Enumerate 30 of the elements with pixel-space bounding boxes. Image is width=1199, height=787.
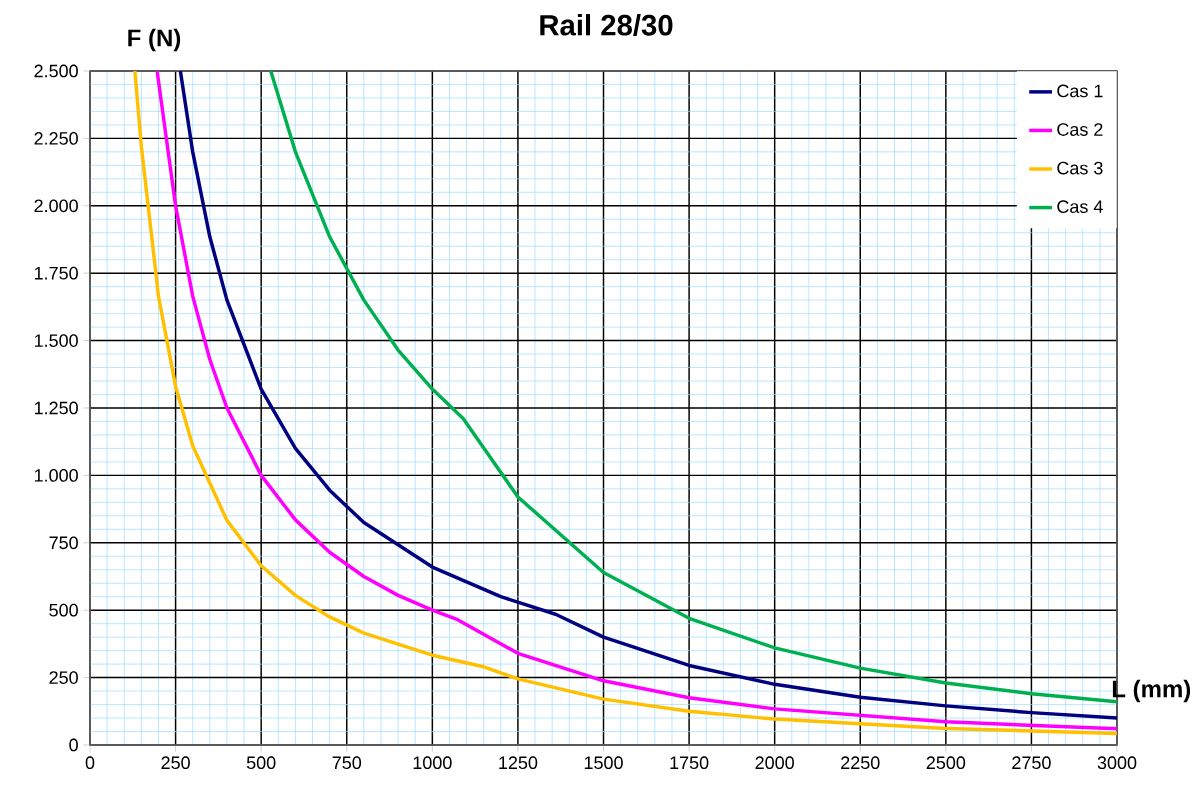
x-tick-label: 1250 [499,756,538,770]
y-tick-label: 750 [49,536,78,550]
x-tick-label: 500 [246,756,276,770]
x-tick-label: 3000 [1097,756,1137,770]
legend-label: Cas 3 [1057,161,1103,175]
y-tick-label: 2.250 [34,132,78,145]
x-tick-label: 750 [332,756,362,770]
y-tick-label: 250 [49,671,78,684]
x-tick-label: 1500 [584,756,623,770]
x-tick-label: 2250 [841,756,880,770]
x-tick-label: 1750 [670,756,709,770]
y-tick-label: 1.000 [34,469,78,482]
x-tick-label: 2000 [755,756,794,770]
x-tick-label: 1000 [413,756,452,770]
y-tick-label: 1.750 [34,266,78,280]
y-tick-label: 500 [49,603,78,617]
legend-label: Cas 4 [1057,200,1103,214]
y-tick-label: 1.500 [34,334,78,347]
y-tick-label: 0 [69,738,78,752]
x-tick-label: 2500 [926,756,966,770]
y-tick-label: 1.250 [34,401,78,415]
y-tick-label: 2.500 [34,64,78,78]
x-tick-label: 2750 [1012,756,1051,770]
y-axis-title: F (N) [128,28,181,52]
x-tick-label: 0 [85,756,95,770]
y-tick-label: 2.000 [34,199,78,213]
chart-title: Rail 28/30 [540,14,673,36]
legend-label: Cas 2 [1057,123,1103,136]
x-tick-label: 250 [161,756,190,770]
legend-label: Cas 1 [1057,84,1103,98]
